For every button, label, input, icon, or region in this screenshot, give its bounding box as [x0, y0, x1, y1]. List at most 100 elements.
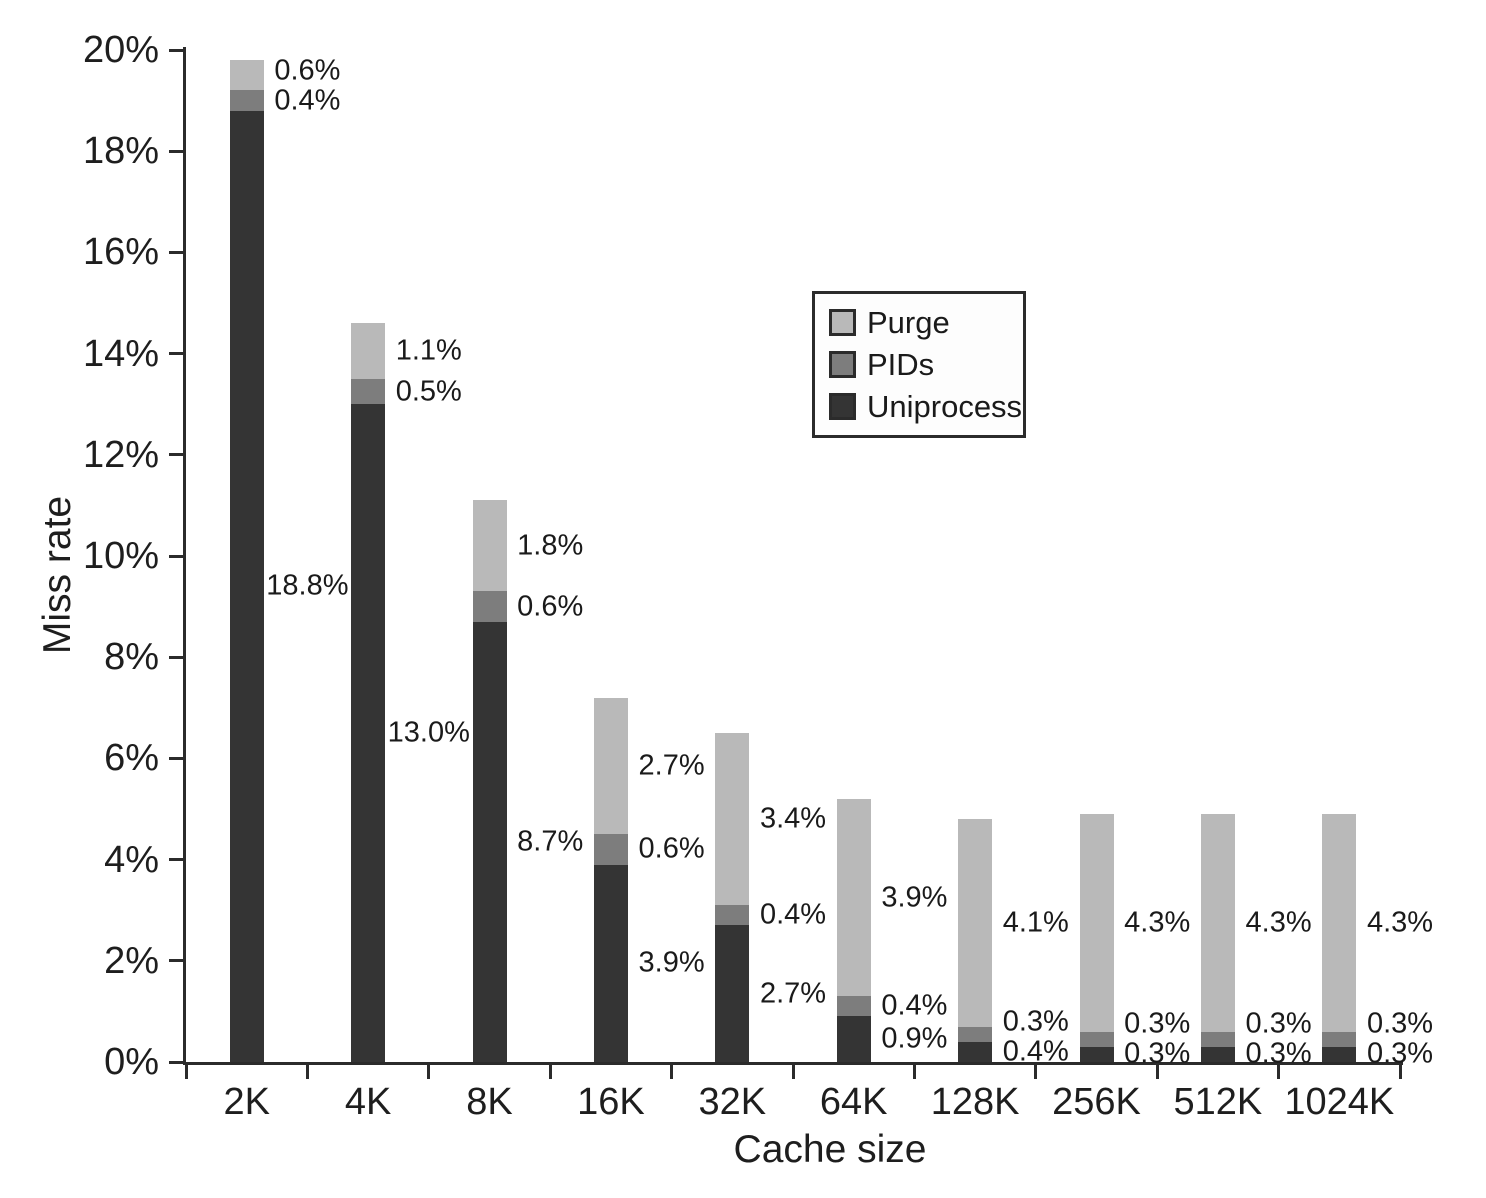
legend-label: Purge	[867, 305, 950, 340]
value-label-pids: 0.4%	[759, 898, 827, 931]
value-label-uniprocess: 0.3%	[1124, 1037, 1191, 1070]
x-axis	[183, 1062, 1403, 1065]
bar-segment-pids	[229, 90, 264, 111]
category-label: 256K	[1052, 1081, 1141, 1123]
y-tick	[169, 655, 185, 659]
y-tick	[169, 48, 185, 52]
x-tick	[548, 1064, 552, 1079]
category-label: 1024K	[1284, 1081, 1395, 1123]
y-tick-label: 20%	[82, 29, 159, 71]
y-tick	[169, 453, 185, 457]
x-tick	[1155, 1064, 1159, 1079]
value-label-pids: 0.5%	[395, 375, 462, 408]
y-tick-label: 8%	[104, 636, 159, 679]
y-tick-label: 14%	[82, 332, 159, 375]
bar-segment-purge	[593, 697, 628, 835]
legend-label: PIDs	[867, 347, 935, 382]
value-label-uniprocess: 13.0%	[387, 716, 470, 749]
x-tick	[184, 1064, 188, 1079]
bar-segment-uniprocess	[1200, 1046, 1235, 1062]
y-tick-label: 6%	[104, 737, 159, 780]
bar-segment-uniprocess	[958, 1041, 993, 1062]
legend-item-purge: Purge	[829, 307, 1013, 338]
y-tick	[169, 352, 185, 356]
y-tick-label: 16%	[82, 231, 159, 274]
bar-segment-purge	[1200, 814, 1235, 1032]
bar-segment-uniprocess	[1322, 1046, 1357, 1062]
x-tick	[791, 1064, 795, 1079]
value-label-pids: 0.6%	[638, 832, 705, 865]
x-tick	[427, 1064, 431, 1079]
x-tick	[1277, 1064, 1281, 1079]
bar-segment-purge	[958, 819, 993, 1027]
legend-item-pids: PIDs	[829, 349, 1013, 380]
value-label-pids: 0.3%	[1002, 1005, 1069, 1038]
category-label: 32K	[698, 1081, 767, 1123]
value-label-uniprocess: 3.9%	[638, 946, 705, 979]
bar-segment-pids	[472, 591, 507, 622]
value-label-pids: 0.6%	[517, 590, 584, 623]
legend-swatch-pids	[829, 351, 856, 378]
value-label-pids: 0.3%	[1245, 1007, 1312, 1040]
value-label-purge: 4.3%	[1366, 906, 1434, 939]
x-tick	[670, 1064, 674, 1079]
value-label-uniprocess: 8.7%	[517, 825, 584, 858]
bar-segment-pids	[1322, 1031, 1357, 1047]
value-label-pids: 0.4%	[274, 84, 341, 117]
bar-segment-pids	[351, 378, 386, 405]
y-tick	[169, 149, 185, 153]
value-label-purge: 2.7%	[638, 749, 705, 782]
bar-segment-purge	[836, 798, 871, 997]
category-label: 4K	[344, 1081, 392, 1123]
bar-segment-pids	[1200, 1031, 1235, 1047]
bar-segment-uniprocess	[229, 110, 264, 1062]
category-label: 64K	[819, 1081, 888, 1123]
value-label-uniprocess: 0.3%	[1366, 1037, 1434, 1070]
category-label: 512K	[1173, 1081, 1263, 1123]
x-axis-title: Cache size	[733, 1128, 927, 1171]
bar-segment-uniprocess	[836, 1016, 871, 1062]
y-tick-label: 0%	[104, 1041, 159, 1083]
bar-segment-uniprocess	[593, 864, 628, 1062]
y-tick	[169, 554, 185, 558]
value-label-uniprocess: 2.7%	[759, 977, 827, 1010]
legend-swatch-purge	[829, 309, 856, 336]
value-label-pids: 0.3%	[1124, 1007, 1191, 1040]
x-tick	[912, 1064, 916, 1079]
bar-segment-pids	[836, 996, 871, 1017]
bar-segment-pids	[958, 1026, 993, 1042]
bar-segment-purge	[351, 323, 386, 379]
value-label-pids: 0.4%	[881, 989, 948, 1022]
category-label: 2K	[223, 1081, 270, 1123]
bar-segment-uniprocess	[715, 925, 750, 1062]
category-label: 8K	[466, 1081, 513, 1123]
value-label-uniprocess: 0.4%	[1002, 1035, 1069, 1068]
y-tick-label: 18%	[82, 130, 159, 173]
y-tick-label: 4%	[104, 838, 159, 881]
legend-label: Uniprocess	[867, 389, 1023, 424]
category-label: 128K	[930, 1081, 1020, 1123]
bar-segment-pids	[593, 834, 628, 865]
y-axis-title: Miss rate	[36, 495, 79, 655]
bar-segment-purge	[1079, 814, 1114, 1032]
bar-segment-purge	[472, 500, 507, 592]
x-tick	[305, 1064, 309, 1079]
bar-segment-purge	[229, 60, 264, 91]
y-tick-label: 10%	[82, 535, 159, 577]
bar-segment-purge	[715, 733, 750, 906]
y-tick-label: 12%	[82, 433, 159, 476]
x-tick	[1034, 1064, 1038, 1079]
value-label-purge: 1.8%	[517, 529, 584, 562]
bar-segment-pids	[1079, 1031, 1114, 1047]
value-label-uniprocess: 0.9%	[881, 1022, 948, 1055]
bar-segment-pids	[715, 905, 750, 926]
y-tick	[169, 959, 185, 963]
legend: Purge PIDs Uniprocess	[812, 291, 1026, 438]
x-tick	[1398, 1064, 1402, 1079]
value-label-uniprocess: 18.8%	[266, 569, 349, 602]
value-label-purge: 3.4%	[759, 802, 827, 835]
bar-segment-uniprocess	[351, 404, 386, 1062]
value-label-purge: 4.3%	[1245, 906, 1312, 939]
